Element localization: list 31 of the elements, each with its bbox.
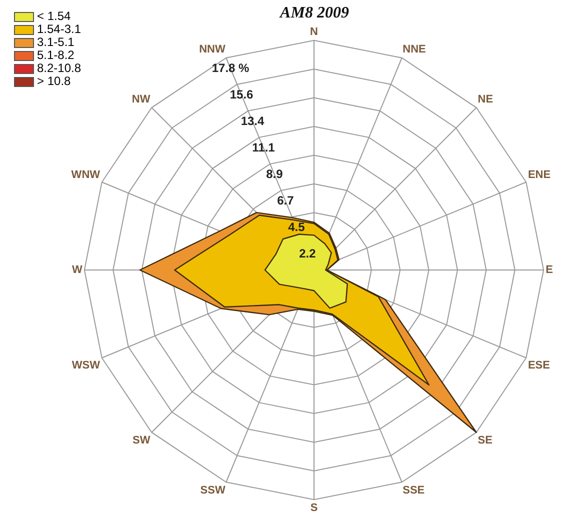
spoke-label: SSW (200, 484, 226, 497)
y-tick-label: 17.8 % (212, 60, 250, 75)
legend-label: > 10.8 (37, 74, 71, 88)
y-tick-label: 2.2 (299, 246, 316, 260)
y-tick-label: 13.4 (240, 114, 264, 128)
legend-label: 3.1-5.1 (37, 35, 74, 49)
spoke-label: E (546, 264, 553, 276)
spoke-label: SW (132, 434, 151, 446)
legend-label: 1.54-3.1 (37, 22, 82, 36)
spoke-label: S (310, 502, 318, 514)
legend-label: < 1.54 (37, 9, 71, 23)
y-tick-label: 4.5 (288, 220, 306, 234)
legend-label: 8.2-10.8 (37, 61, 82, 75)
spoke-label: W (72, 264, 84, 276)
spoke-label: N (310, 26, 318, 38)
spoke-label: WSW (72, 359, 101, 372)
legend-label: 5.1-8.2 (37, 48, 74, 62)
y-tick-label: 15.6 (230, 87, 254, 102)
spoke-label: NW (132, 94, 151, 106)
spoke-label: ENE (528, 168, 551, 181)
spoke-label: NE (478, 94, 494, 106)
spoke-label: SE (478, 434, 492, 446)
spoke-label: NNW (199, 43, 226, 56)
y-tick-label: 6.7 (277, 193, 294, 208)
spoke-label: ESE (528, 359, 550, 372)
chart-title: AM8 2009 (279, 4, 349, 22)
spoke-label: WNW (71, 168, 101, 181)
y-tick-label: 11.1 (252, 140, 276, 154)
spoke-label: NNE (402, 43, 426, 56)
y-tick-label: 8.9 (266, 166, 284, 181)
spoke-label: SSE (402, 484, 425, 497)
